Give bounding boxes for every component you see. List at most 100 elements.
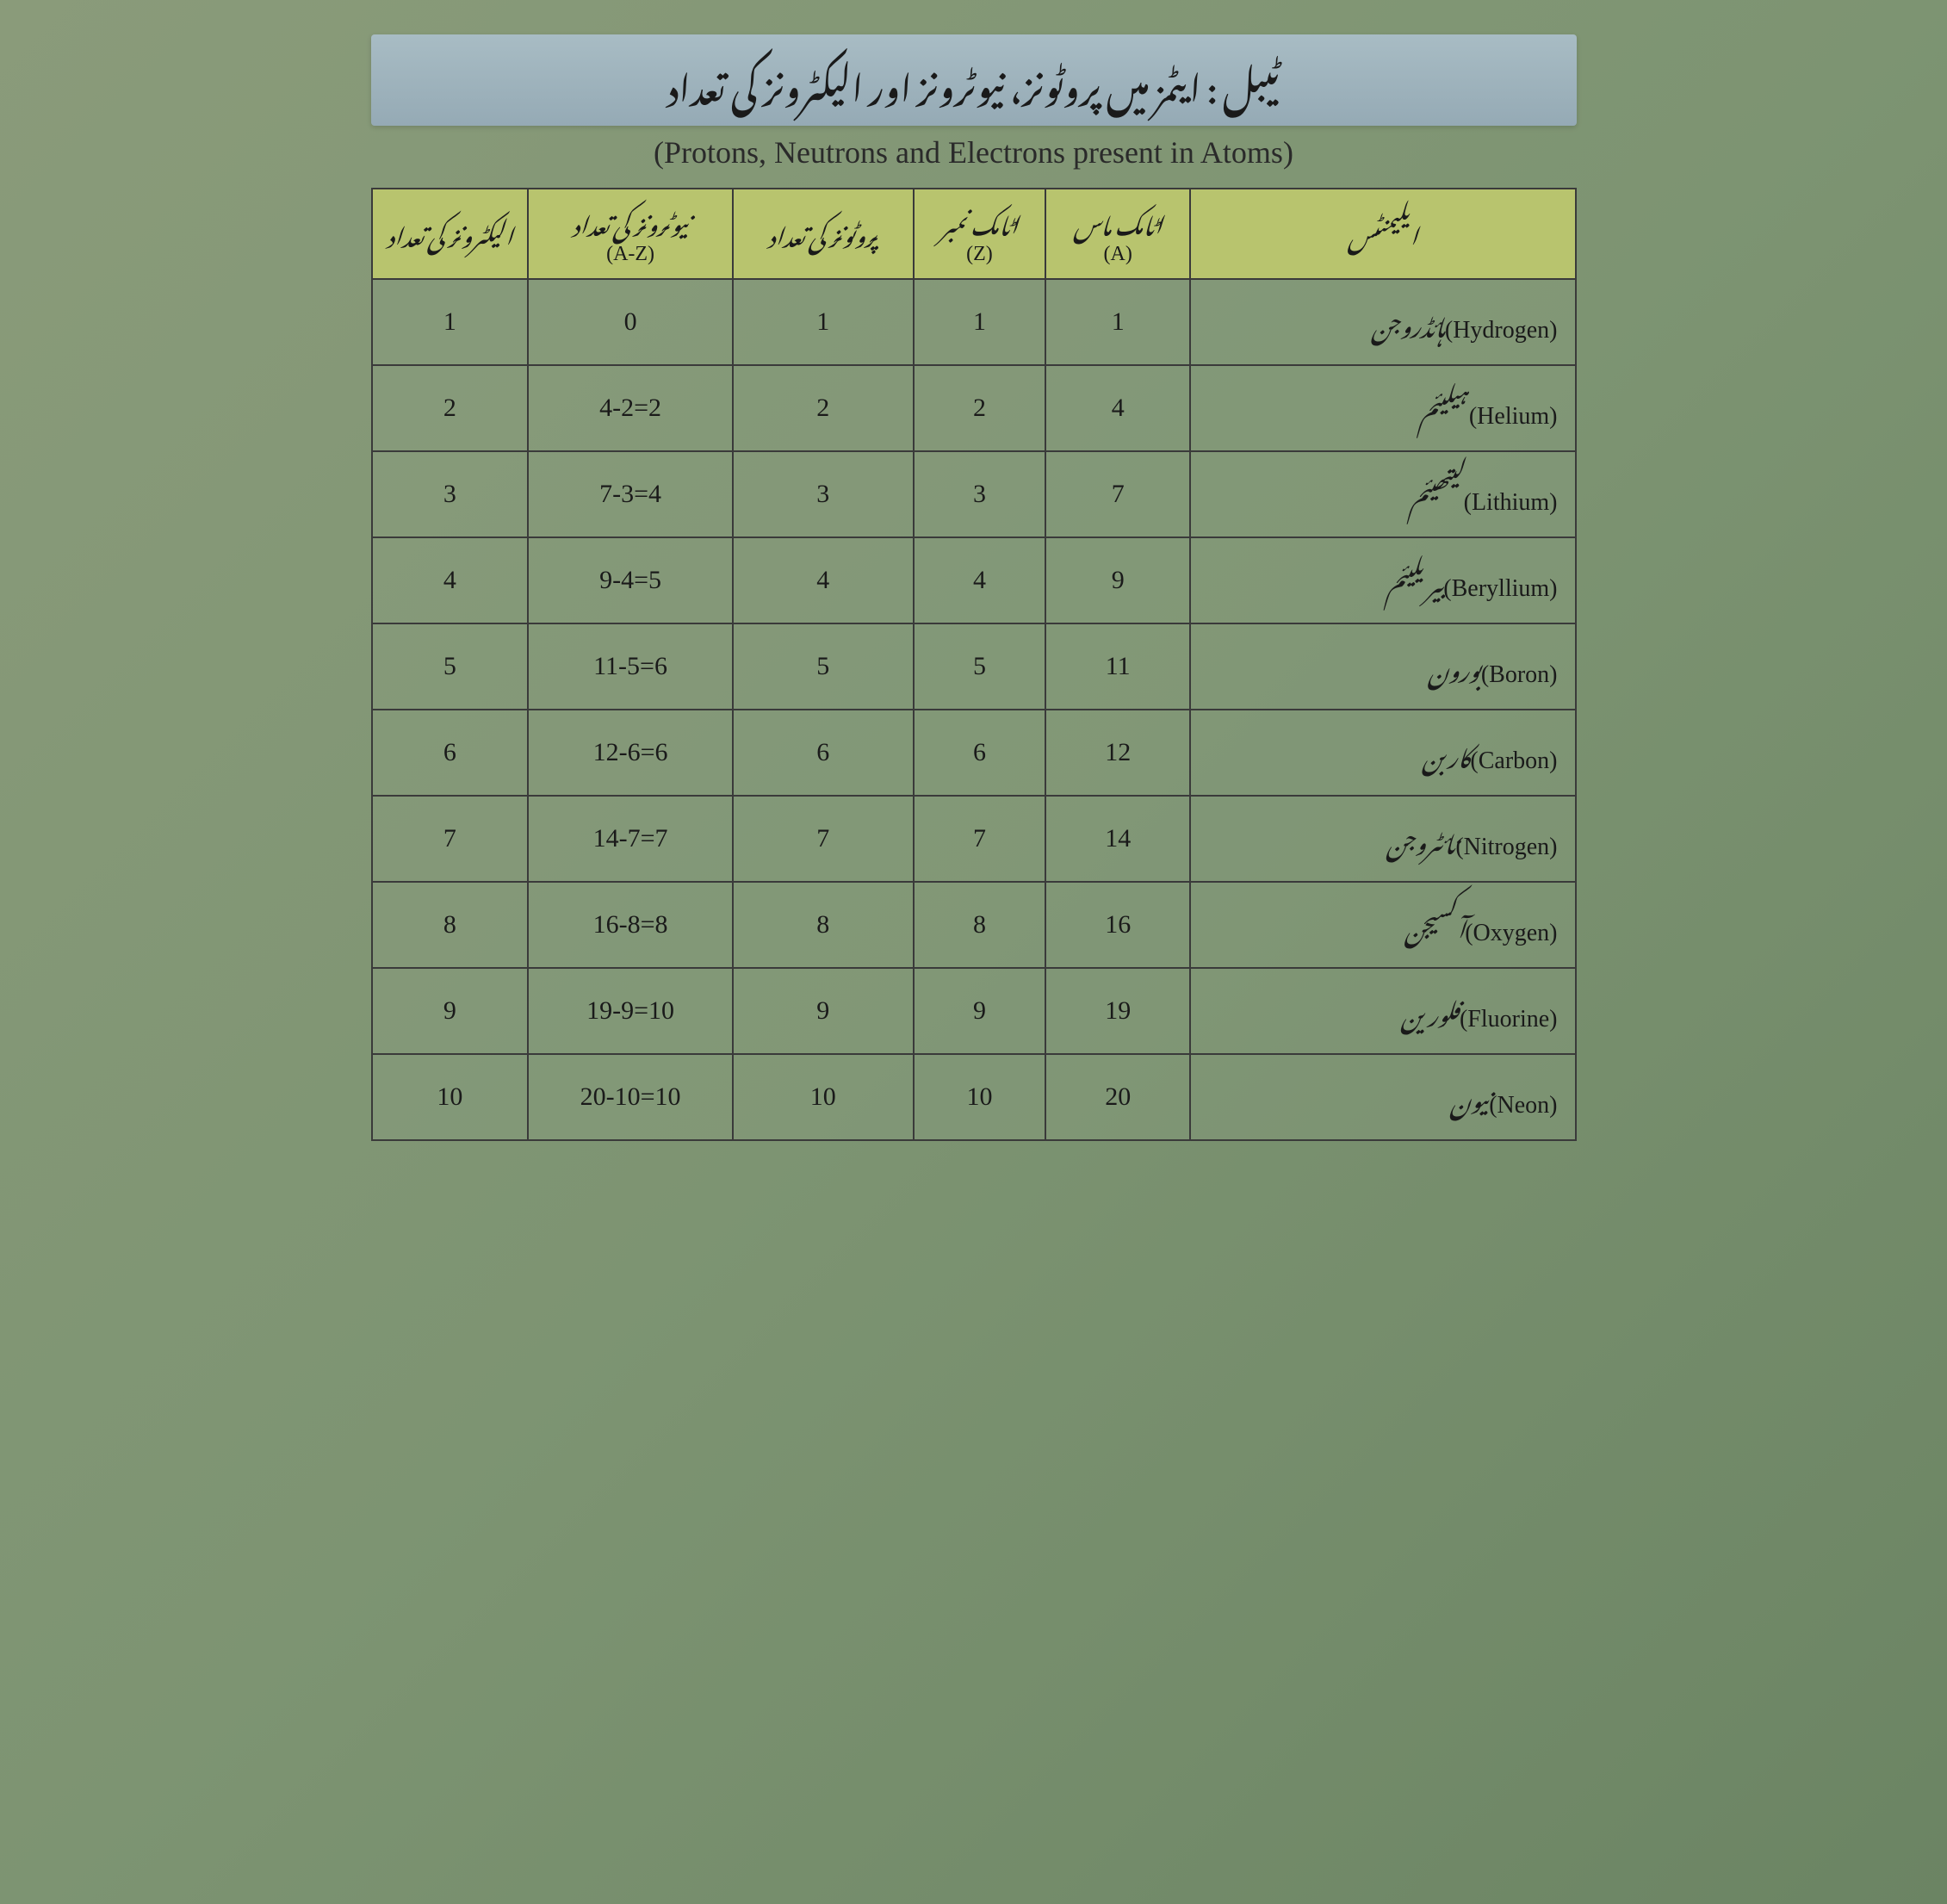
cell-atomic-number: 10 <box>914 1054 1046 1140</box>
element-name-english: (Fluorine) <box>1460 1006 1558 1033</box>
element-name-urdu: فلورین <box>1401 981 1460 1041</box>
cell-electrons: 1 <box>372 279 529 365</box>
cell-atomic-number: 7 <box>914 796 1046 882</box>
cell-neutrons: 12-6=6 <box>528 710 733 796</box>
header-atomic-mass-urdu: اٹامک ماس <box>1055 202 1181 240</box>
element-name-urdu: لیتھیئم <box>1410 464 1464 524</box>
element-name-urdu: کاربن <box>1422 723 1470 783</box>
subtitle-english: (Protons, Neutrons and Electrons present… <box>371 134 1577 171</box>
cell-element: (Hydrogen)ہائڈروجن <box>1190 279 1575 365</box>
table-row: 511-5=65511(Boron)بورون <box>372 623 1576 710</box>
page-container: ٹیبل : ایٹمز میں پروٹونز، نیوٹرونز اور ا… <box>371 34 1577 1141</box>
cell-element: (Neon)نیون <box>1190 1054 1575 1140</box>
cell-electrons: 9 <box>372 968 529 1054</box>
cell-atomic-mass: 4 <box>1045 365 1190 451</box>
cell-neutrons: 11-5=6 <box>528 623 733 710</box>
cell-neutrons: 20-10=10 <box>528 1054 733 1140</box>
cell-protons: 6 <box>733 710 914 796</box>
cell-element: (Carbon)کاربن <box>1190 710 1575 796</box>
cell-protons: 4 <box>733 537 914 623</box>
table-row: 612-6=66612(Carbon)کاربن <box>372 710 1576 796</box>
cell-neutrons: 0 <box>528 279 733 365</box>
table-header: الیکٹرونز کی تعداد نیوٹرونز کی تعداد (A-… <box>372 189 1576 280</box>
header-row: الیکٹرونز کی تعداد نیوٹرونز کی تعداد (A-… <box>372 189 1576 280</box>
cell-atomic-mass: 19 <box>1045 968 1190 1054</box>
header-neutrons-urdu: نیوٹرونز کی تعداد <box>537 202 723 240</box>
table-row: 49-4=5449(Beryllium)بیریلیئم <box>372 537 1576 623</box>
table-body: 10111(Hydrogen)ہائڈروجن24-2=2224(Helium)… <box>372 279 1576 1140</box>
cell-neutrons: 19-9=10 <box>528 968 733 1054</box>
cell-atomic-number: 6 <box>914 710 1046 796</box>
header-neutrons: نیوٹرونز کی تعداد (A-Z) <box>528 189 733 280</box>
cell-atomic-number: 9 <box>914 968 1046 1054</box>
table-row: 714-7=77714(Nitrogen)نائٹروجن <box>372 796 1576 882</box>
cell-electrons: 7 <box>372 796 529 882</box>
header-electrons-urdu: الیکٹرونز کی تعداد <box>381 213 519 251</box>
cell-atomic-mass: 20 <box>1045 1054 1190 1140</box>
cell-atomic-number: 8 <box>914 882 1046 968</box>
element-name-urdu: نیون <box>1450 1067 1489 1127</box>
table-row: 10111(Hydrogen)ہائڈروجن <box>372 279 1576 365</box>
cell-electrons: 6 <box>372 710 529 796</box>
table-row: 816-8=88816(Oxygen)آکسیجن <box>372 882 1576 968</box>
element-name-english: (Beryllium) <box>1443 575 1557 602</box>
element-name-english: (Neon) <box>1489 1092 1557 1119</box>
cell-electrons: 10 <box>372 1054 529 1140</box>
cell-atomic-number: 2 <box>914 365 1046 451</box>
element-name-urdu: بورون <box>1428 636 1481 697</box>
cell-protons: 2 <box>733 365 914 451</box>
cell-protons: 5 <box>733 623 914 710</box>
cell-atomic-number: 5 <box>914 623 1046 710</box>
cell-element: (Boron)بورون <box>1190 623 1575 710</box>
cell-neutrons: 14-7=7 <box>528 796 733 882</box>
cell-atomic-mass: 16 <box>1045 882 1190 968</box>
element-name-english: (Boron) <box>1481 661 1558 688</box>
cell-protons: 8 <box>733 882 914 968</box>
cell-atomic-number: 4 <box>914 537 1046 623</box>
title-urdu: ٹیبل : ایٹمز میں پروٹونز، نیوٹرونز اور ا… <box>397 50 1551 115</box>
cell-protons: 3 <box>733 451 914 537</box>
cell-element: (Fluorine)فلورین <box>1190 968 1575 1054</box>
cell-protons: 9 <box>733 968 914 1054</box>
element-name-english: (Hydrogen) <box>1445 317 1558 344</box>
cell-atomic-mass: 12 <box>1045 710 1190 796</box>
atoms-table: الیکٹرونز کی تعداد نیوٹرونز کی تعداد (A-… <box>371 188 1577 1142</box>
title-banner: ٹیبل : ایٹمز میں پروٹونز، نیوٹرونز اور ا… <box>371 34 1577 126</box>
header-protons-urdu: پروٹونز کی تعداد <box>742 213 904 251</box>
header-protons: پروٹونز کی تعداد <box>733 189 914 280</box>
element-name-urdu: نائٹروجن <box>1386 809 1455 869</box>
cell-neutrons: 4-2=2 <box>528 365 733 451</box>
header-electrons: الیکٹرونز کی تعداد <box>372 189 529 280</box>
cell-atomic-mass: 9 <box>1045 537 1190 623</box>
cell-element: (Helium)ہیلیئم <box>1190 365 1575 451</box>
cell-atomic-number: 1 <box>914 279 1046 365</box>
cell-atomic-mass: 14 <box>1045 796 1190 882</box>
cell-element: (Nitrogen)نائٹروجن <box>1190 796 1575 882</box>
table-row: 24-2=2224(Helium)ہیلیئم <box>372 365 1576 451</box>
header-neutrons-sub: (A-Z) <box>537 243 723 266</box>
table-row: 1020-10=10101020(Neon)نیون <box>372 1054 1576 1140</box>
element-name-english: (Lithium) <box>1464 489 1558 516</box>
cell-protons: 10 <box>733 1054 914 1140</box>
cell-electrons: 3 <box>372 451 529 537</box>
element-name-urdu: آکسیجن <box>1404 895 1465 955</box>
cell-atomic-number: 3 <box>914 451 1046 537</box>
cell-atomic-mass: 7 <box>1045 451 1190 537</box>
cell-protons: 7 <box>733 796 914 882</box>
cell-element: (Lithium)لیتھیئم <box>1190 451 1575 537</box>
header-atomic-number-sub: (Z) <box>923 243 1037 266</box>
element-name-urdu: ہائڈروجن <box>1372 292 1445 352</box>
header-atomic-number: اٹامک نمبر (Z) <box>914 189 1046 280</box>
cell-electrons: 5 <box>372 623 529 710</box>
cell-element: (Beryllium)بیریلیئم <box>1190 537 1575 623</box>
cell-electrons: 4 <box>372 537 529 623</box>
element-name-urdu: ہیلیئم <box>1419 378 1469 438</box>
cell-atomic-mass: 11 <box>1045 623 1190 710</box>
header-atomic-number-urdu: اٹامک نمبر <box>923 202 1037 240</box>
table-row: 37-3=4337(Lithium)لیتھیئم <box>372 451 1576 537</box>
element-name-english: (Oxygen) <box>1465 920 1557 946</box>
element-name-english: (Helium) <box>1469 403 1558 430</box>
cell-neutrons: 9-4=5 <box>528 537 733 623</box>
cell-neutrons: 7-3=4 <box>528 451 733 537</box>
element-name-english: (Carbon) <box>1470 747 1557 774</box>
